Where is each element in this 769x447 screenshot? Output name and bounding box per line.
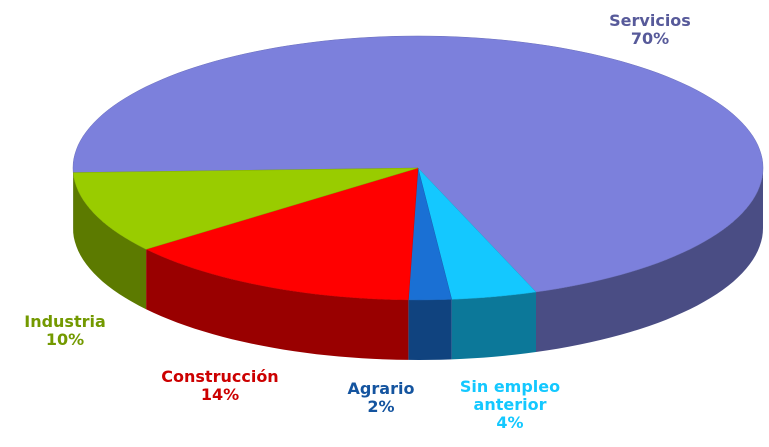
slice-side <box>451 292 536 360</box>
slice <box>72 35 764 293</box>
slice-label: Agrario 2% <box>336 380 426 416</box>
value-label: 10% <box>45 330 85 349</box>
slice <box>72 167 419 250</box>
slice-side <box>536 168 763 352</box>
category-name: Construcción <box>161 367 279 386</box>
category-name: Servicios <box>609 11 691 30</box>
slice-side <box>146 249 409 360</box>
slice <box>145 167 419 301</box>
slice <box>417 167 537 300</box>
category-name: Industria <box>24 312 106 331</box>
slice-label: Sin empleo anterior 4% <box>440 378 580 432</box>
value-label: 4% <box>496 413 524 432</box>
slice-label: Industria 10% <box>0 313 130 349</box>
slice-side <box>408 299 452 360</box>
value-label: 2% <box>367 397 395 416</box>
slice-label: Construcción 14% <box>120 368 320 404</box>
category-name: Agrario <box>347 379 415 398</box>
slice-side <box>73 172 147 310</box>
value-label: 70% <box>630 29 670 48</box>
category-name: Sin empleo anterior <box>459 377 561 414</box>
slice-label: Servicios 70% <box>585 12 715 48</box>
value-label: 14% <box>200 385 240 404</box>
